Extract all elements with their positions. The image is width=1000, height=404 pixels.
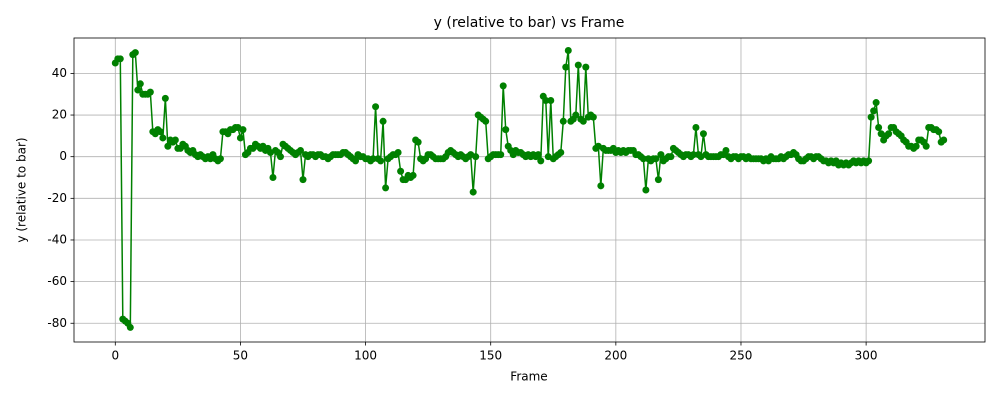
data-point (657, 151, 665, 159)
data-point (867, 113, 875, 121)
data-point (689, 151, 697, 159)
data-point (394, 149, 402, 157)
data-point (136, 80, 144, 88)
y-tick-label: 40 (52, 66, 67, 80)
x-tick-label: 200 (604, 349, 627, 363)
data-point (379, 117, 387, 125)
x-tick-label: 0 (111, 349, 119, 363)
data-point (377, 157, 385, 165)
data-point (276, 153, 284, 161)
data-point (875, 124, 883, 132)
data-point (131, 49, 139, 57)
data-point (156, 128, 164, 136)
data-point (922, 142, 930, 150)
data-point (161, 94, 169, 102)
data-point (216, 155, 224, 163)
data-point (597, 182, 605, 190)
data-point (134, 86, 142, 94)
data-point (885, 130, 893, 138)
data-point (579, 117, 587, 125)
data-point (699, 130, 707, 138)
data-point (589, 113, 597, 121)
data-point (557, 149, 565, 157)
data-point (872, 99, 880, 107)
x-tick-label: 100 (354, 349, 377, 363)
data-point (482, 117, 490, 125)
data-point (667, 153, 675, 161)
data-point (397, 167, 405, 175)
y-tick-label: -80 (47, 316, 67, 330)
x-tick-label: 50 (233, 349, 248, 363)
data-point (409, 171, 417, 179)
x-axis-label: Frame (510, 370, 547, 384)
data-point (126, 323, 134, 331)
data-point (559, 117, 567, 125)
data-point (572, 111, 580, 119)
data-point (116, 55, 124, 63)
data-point (537, 157, 545, 165)
data-point (940, 136, 948, 144)
x-tick-label: 150 (479, 349, 502, 363)
y-tick-label: 20 (52, 108, 67, 122)
chart-title: y (relative to bar) vs Frame (434, 15, 625, 31)
data-point (352, 157, 360, 165)
data-point (369, 155, 377, 163)
data-point (639, 155, 647, 163)
data-point (912, 142, 920, 150)
data-point (414, 138, 422, 146)
data-point (654, 176, 662, 184)
y-tick-label: -60 (47, 274, 67, 288)
data-point (870, 107, 878, 115)
plot-frame (73, 37, 986, 343)
data-point (935, 128, 943, 136)
data-point (547, 96, 555, 104)
data-point (164, 142, 172, 150)
data-point (502, 126, 510, 134)
y-tick-label: -40 (47, 232, 67, 246)
data-point (469, 188, 477, 196)
data-point (382, 184, 390, 192)
data-point (582, 63, 590, 71)
data-point (159, 134, 167, 142)
data-point (499, 82, 507, 90)
data-point (692, 124, 700, 132)
data-point (472, 153, 480, 161)
data-point (239, 126, 247, 134)
y-axis-label: y (relative to bar) (15, 137, 29, 242)
data-point (497, 151, 505, 159)
data-point (171, 136, 179, 144)
x-tick-label: 300 (855, 349, 878, 363)
data-point (642, 186, 650, 194)
data-point (562, 63, 570, 71)
y-tick-label: -20 (47, 191, 67, 205)
data-point (269, 174, 277, 182)
x-tick-label: 250 (730, 349, 753, 363)
data-point (574, 61, 582, 69)
data-point (236, 134, 244, 142)
data-point (534, 151, 542, 159)
data-point (652, 155, 660, 163)
data-point (299, 176, 307, 184)
data-point (296, 146, 304, 154)
data-point (865, 157, 873, 165)
data-point (722, 146, 730, 154)
data-point (564, 46, 572, 54)
data-point (372, 103, 380, 111)
y-tick-label: 0 (59, 149, 67, 163)
data-point (146, 88, 154, 96)
data-point (542, 96, 550, 104)
